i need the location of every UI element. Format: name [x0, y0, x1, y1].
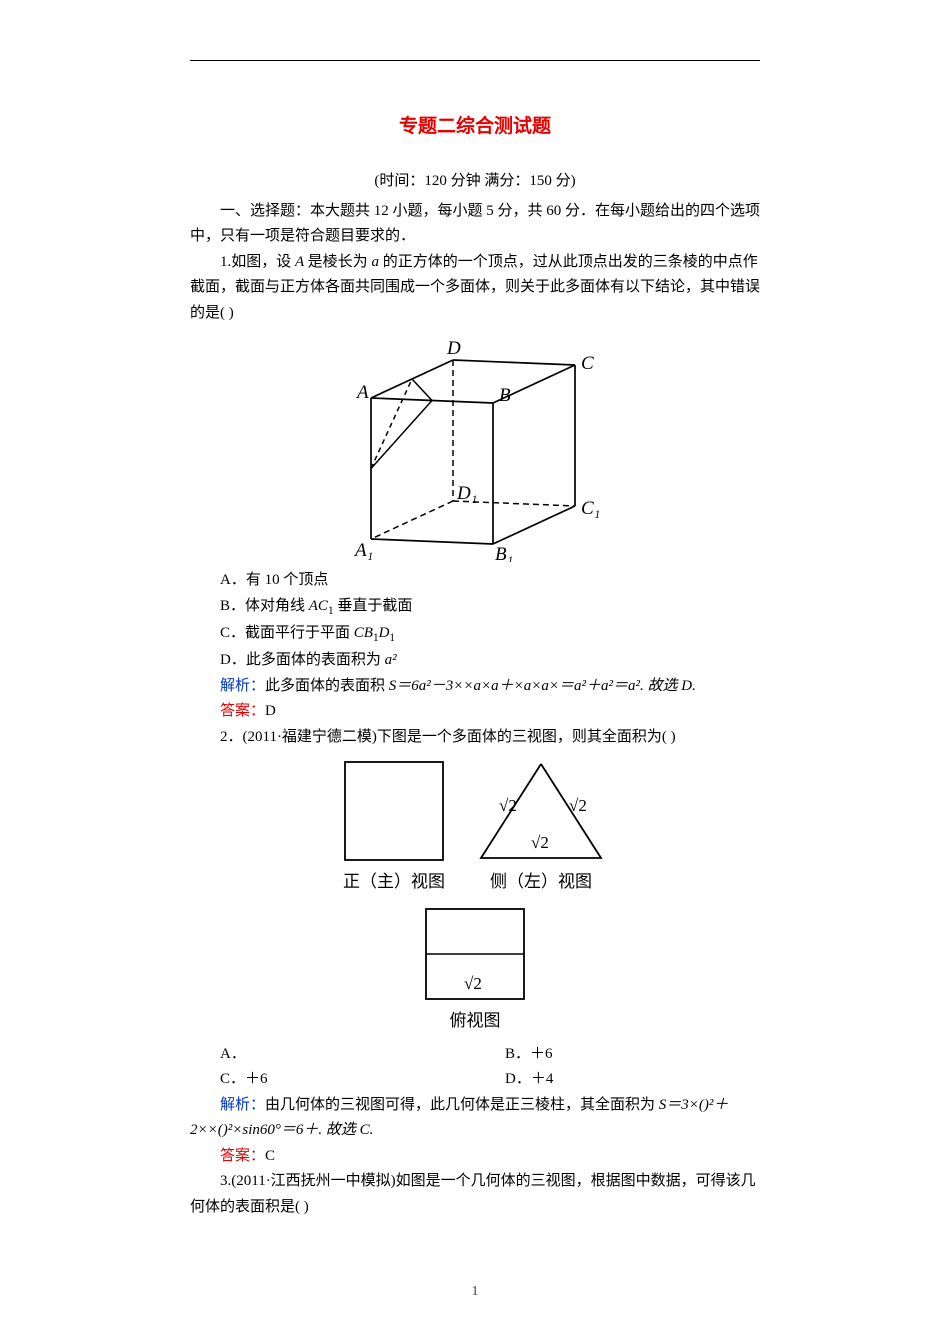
q2-analysis-pre: 由几何体的三视图可得，此几何体是正三棱柱，其全面积为 — [265, 1097, 659, 1113]
document-page: 专题二综合测试题 (时间：120 分钟 满分：150 分) 一、选择题：本大题共… — [95, 0, 855, 1344]
tri-right-label: √2 — [569, 796, 587, 815]
front-view-label: 正（主）视图 — [343, 868, 445, 897]
q1-stem-prefix: 1.如图，设 — [220, 254, 291, 270]
top-view-label: 俯视图 — [450, 1007, 501, 1036]
lbl-A1: A₁ — [353, 540, 373, 561]
q2-answer-text: C — [265, 1148, 275, 1164]
q2-opts-row2: C．＋6 D．＋4 — [190, 1067, 760, 1093]
q1-optD: D．此多面体的表面积为 a² — [190, 648, 760, 674]
front-view-svg — [339, 756, 449, 866]
q2-analysis: 解析：由几何体的三视图可得，此几何体是正三棱柱，其全面积为 S＝3×()²＋2×… — [190, 1093, 760, 1144]
lbl-C: C — [581, 353, 594, 374]
q2-optC: C．＋6 — [190, 1067, 475, 1093]
q1-analysis: 解析：此多面体的表面积 S＝6a²－3××a×a＋×a×a×＝a²＋a²＝a².… — [190, 674, 760, 700]
q1-analysis-label: 解析： — [220, 678, 265, 694]
lbl-B: B — [499, 385, 511, 406]
q1-optC-d: D — [379, 625, 390, 641]
q1-optD-pre: D．此多面体的表面积为 — [220, 652, 385, 668]
q2-figure: 正（主）视图 √2 √2 √2 侧（左）视图 — [190, 756, 760, 1036]
q1-optB-ac: AC — [309, 598, 328, 614]
q3-stem: 3.(2011·江西抚州一中模拟)如图是一个几何体的三视图，根据图中数据，可得该… — [190, 1169, 760, 1220]
q1-optB-post: 垂直于截面 — [334, 598, 413, 614]
top-rule — [190, 60, 760, 61]
q1-answer-label: 答案： — [220, 703, 265, 719]
top-view-block: √2 俯视图 — [420, 903, 530, 1036]
q1-optB-pre: B．体对角线 — [220, 598, 309, 614]
page-title: 专题二综合测试题 — [190, 111, 760, 143]
exam-meta: (时间：120 分钟 满分：150 分) — [190, 169, 760, 195]
q2-analysis-label: 解析： — [220, 1097, 265, 1113]
lbl-D: D — [446, 338, 461, 359]
q1-stem-mid: 是棱长为 — [308, 254, 368, 270]
q2-answer: 答案：C — [190, 1144, 760, 1170]
q2-optB: B．＋6 — [475, 1042, 760, 1068]
cube-svg: A B C D A₁ B₁ C₁ D₁ — [345, 332, 605, 562]
q2-opts-row1: A． B．＋6 — [190, 1042, 760, 1068]
top-label: √2 — [464, 974, 482, 993]
q1-optC-pre: C．截面平行于平面 — [220, 625, 354, 641]
q1-optC-cb: CB — [354, 625, 373, 641]
tri-left-label: √2 — [499, 796, 517, 815]
q1-var-A: A — [295, 254, 308, 270]
lbl-A: A — [355, 382, 369, 403]
q1-optD-expr: a² — [385, 652, 397, 668]
q1-analysis-pre: 此多面体的表面积 — [265, 678, 389, 694]
q1-answer-text: D — [265, 703, 276, 719]
page-number: 1 — [190, 1280, 760, 1304]
q2-stem: 2．(2011·福建宁德二模)下图是一个多面体的三视图，则其全面积为( ) — [190, 725, 760, 751]
lbl-D1: D₁ — [456, 483, 477, 504]
lbl-C1: C₁ — [581, 498, 600, 519]
q1-figure: A B C D A₁ B₁ C₁ D₁ — [190, 332, 760, 562]
q1-optB: B．体对角线 AC1 垂直于截面 — [190, 594, 760, 621]
q1-optC-sub2: 1 — [389, 632, 395, 644]
q2-optD: D．＋4 — [475, 1067, 760, 1093]
front-view-block: 正（主）视图 — [339, 756, 449, 897]
q2-optA: A． — [190, 1042, 475, 1068]
side-view-block: √2 √2 √2 侧（左）视图 — [471, 756, 611, 897]
q1-stem: 1.如图，设 A 是棱长为 a 的正方体的一个顶点，过从此顶点出发的三条棱的中点… — [190, 250, 760, 327]
section-heading: 一、选择题：本大题共 12 小题，每小题 5 分，共 60 分．在每小题给出的四… — [190, 199, 760, 250]
q1-optC: C．截面平行于平面 CB1D1 — [190, 621, 760, 648]
q1-analysis-body: S＝6a²－3××a×a＋×a×a×＝a²＋a²＝a². 故选 D. — [389, 678, 696, 694]
q1-optA: A．有 10 个顶点 — [190, 568, 760, 594]
side-view-svg: √2 √2 √2 — [471, 756, 611, 866]
lbl-B1: B₁ — [495, 544, 513, 562]
side-view-label: 侧（左）视图 — [490, 868, 592, 897]
q2-answer-label: 答案： — [220, 1148, 265, 1164]
tri-base-label: √2 — [531, 833, 549, 852]
top-view-svg: √2 — [420, 903, 530, 1005]
q1-answer: 答案：D — [190, 699, 760, 725]
q1-var-a: a — [371, 254, 382, 270]
